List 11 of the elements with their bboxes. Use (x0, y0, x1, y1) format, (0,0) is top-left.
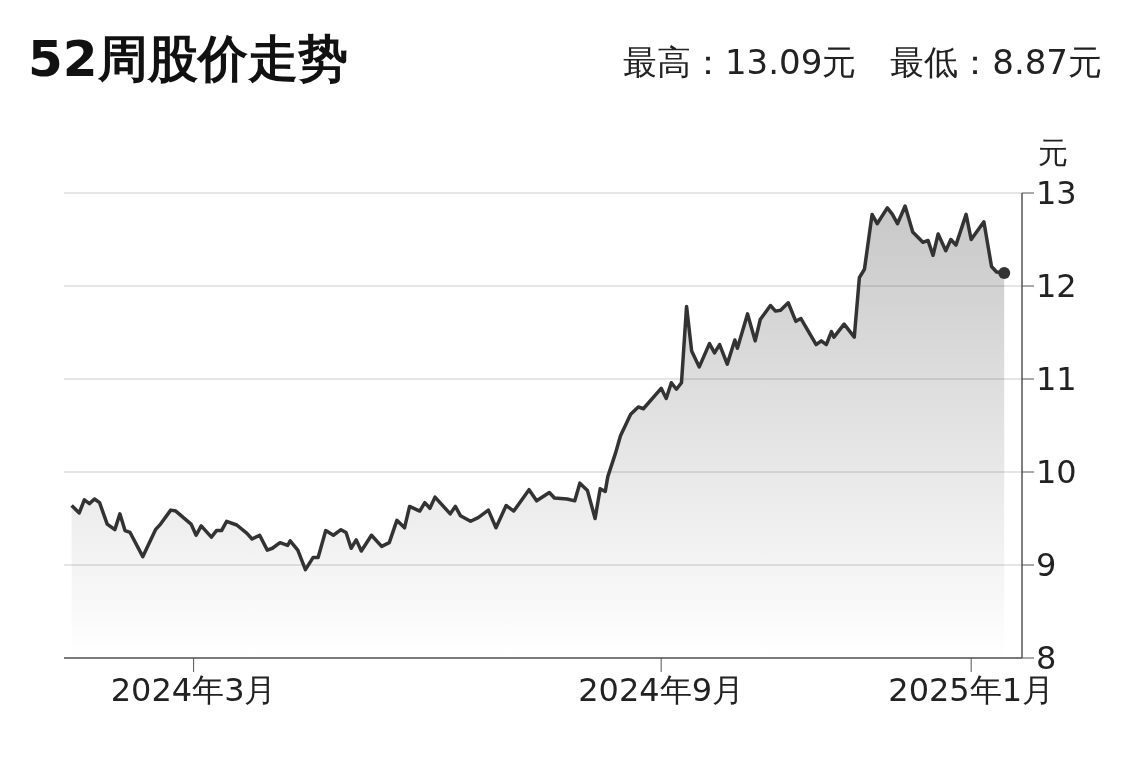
chart-title: 52周股价走势 (28, 29, 348, 90)
y-tick-label: 10 (1036, 453, 1077, 492)
chart-subtitle: 最高：13.09元 最低：8.87元 (622, 41, 1102, 84)
x-tick-label: 2025年1月 (888, 670, 1055, 709)
y-tick-label: 12 (1036, 267, 1077, 306)
x-tick-label: 2024年3月 (110, 670, 277, 709)
y-tick-label: 11 (1036, 360, 1077, 399)
x-tick-label: 2024年9月 (578, 670, 745, 709)
y-tick-label: 13 (1036, 174, 1077, 213)
y-tick-label: 9 (1036, 546, 1057, 585)
y-axis-title: 元 (1038, 135, 1068, 170)
